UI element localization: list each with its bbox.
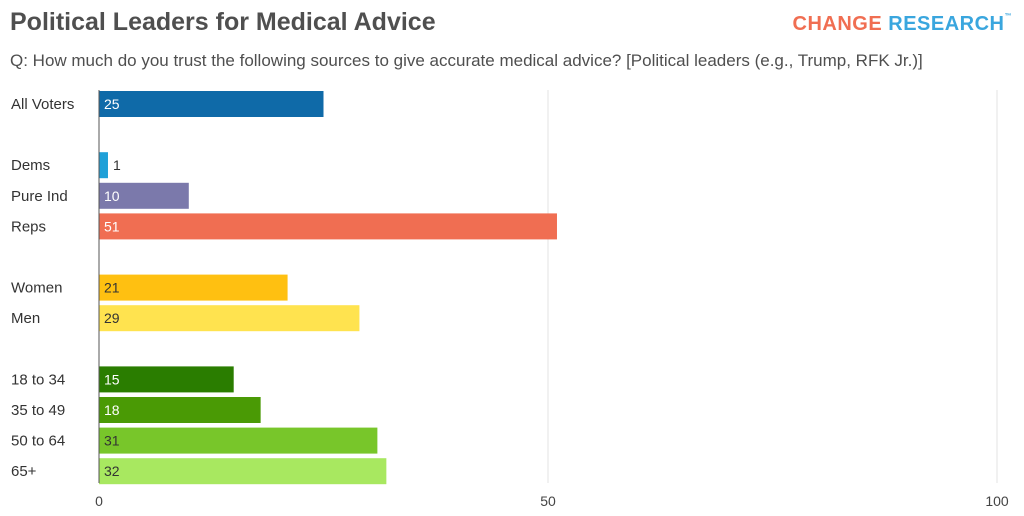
category-label: Dems: [11, 157, 50, 174]
data-label: 21: [104, 280, 120, 296]
bar: [99, 91, 324, 117]
logo-trademark: ™: [1004, 13, 1012, 20]
x-tick-label: 100: [985, 493, 1009, 509]
category-label: 65+: [11, 463, 37, 480]
category-label: Men: [11, 310, 40, 327]
category-label: Women: [11, 280, 62, 297]
bar: [99, 458, 387, 485]
data-label: 29: [104, 310, 120, 326]
x-tick-label: 50: [540, 493, 556, 509]
data-label: 18: [104, 402, 120, 418]
bar: [99, 213, 557, 240]
data-label: 1: [113, 157, 121, 173]
bar: [99, 182, 189, 209]
bar: [99, 397, 261, 423]
category-label: 35 to 49: [11, 402, 65, 419]
data-label: 32: [104, 463, 120, 479]
category-label: 50 to 64: [11, 433, 65, 450]
change-research-logo: CHANGE RESEARCH™: [793, 13, 1012, 36]
data-label: 51: [104, 218, 120, 234]
logo-word-research: RESEARCH: [888, 13, 1005, 35]
category-label: Pure Ind: [11, 188, 68, 205]
data-label: 31: [104, 433, 120, 449]
chart-title: Political Leaders for Medical Advice: [10, 8, 436, 36]
data-label: 25: [104, 96, 120, 112]
category-label: All Voters: [11, 96, 74, 113]
x-tick-label: 0: [95, 493, 103, 509]
chart-subtitle: Q: How much do you trust the following s…: [10, 51, 923, 70]
category-label: Reps: [11, 218, 46, 235]
bar: [99, 305, 360, 332]
logo-word-change: CHANGE: [792, 13, 883, 35]
bar: [99, 274, 288, 301]
data-label: 10: [104, 188, 120, 204]
bar: [99, 427, 378, 454]
data-label: 15: [104, 371, 120, 387]
category-label: 18 to 34: [11, 371, 65, 388]
bar: [99, 366, 234, 393]
bar: [99, 152, 108, 179]
